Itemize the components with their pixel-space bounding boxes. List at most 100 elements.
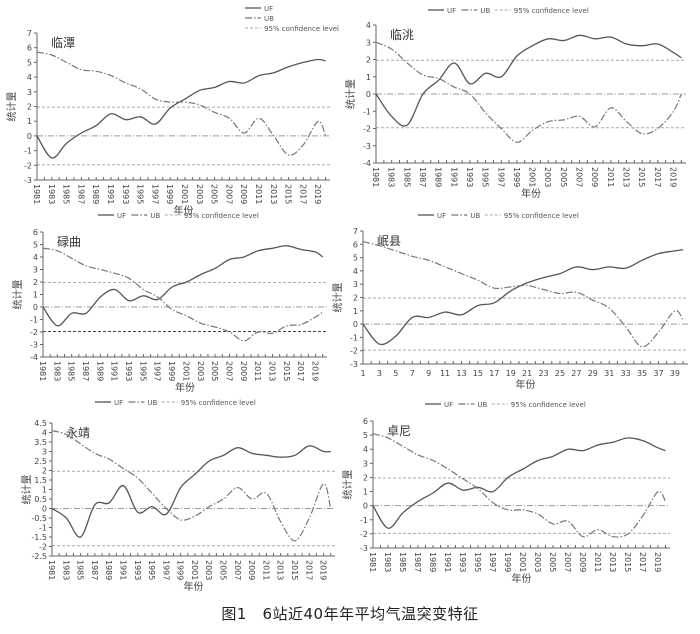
x-tick-label: 1995 bbox=[136, 184, 145, 204]
x-tick-label: 2005 bbox=[210, 361, 219, 381]
x-tick-label: 1983 bbox=[61, 560, 70, 580]
x-tick-label: 2013 bbox=[269, 184, 278, 204]
x-tick-label: 1995 bbox=[138, 361, 147, 381]
x-tick-label: 2013 bbox=[608, 552, 617, 572]
y-tick-label: 0 bbox=[353, 320, 358, 329]
x-tick-label: 1 bbox=[360, 369, 365, 378]
legend-label: UF bbox=[447, 7, 456, 15]
x-tick-label: 1989 bbox=[428, 552, 437, 572]
y-tick-label: -2.5 bbox=[31, 552, 47, 561]
x-tick-label: 2003 bbox=[543, 167, 552, 187]
y-tick-label: 6 bbox=[353, 240, 358, 249]
x-tick-label: 2017 bbox=[638, 552, 647, 572]
y-tick-label: -3 bbox=[30, 341, 38, 350]
y-tick-label: -1 bbox=[24, 147, 32, 156]
x-tick-label: 1991 bbox=[118, 560, 127, 580]
series-ub-line bbox=[362, 241, 684, 348]
y-tick-label: 1 bbox=[42, 486, 47, 495]
x-tick-label: 2009 bbox=[590, 167, 599, 187]
y-axis-label: 统计量 bbox=[20, 475, 33, 505]
y-tick-label: 2 bbox=[33, 278, 38, 287]
x-tick-label: 2003 bbox=[533, 552, 542, 572]
x-tick-label: 25 bbox=[555, 369, 565, 378]
y-tick-label: 0 bbox=[33, 303, 38, 312]
legend-label: 95% confidence level bbox=[264, 25, 339, 33]
y-axis-label: 统计量 bbox=[341, 470, 354, 500]
y-tick-label: -4 bbox=[363, 159, 371, 168]
x-tick-label: 1983 bbox=[52, 361, 61, 381]
legend-label: UB bbox=[150, 212, 160, 220]
x-tick-label: 1999 bbox=[165, 184, 174, 204]
x-tick-label: 1991 bbox=[106, 184, 115, 204]
legend: UF UB 95% confidence level bbox=[418, 212, 579, 220]
legend-label: 95% confidence level bbox=[514, 7, 589, 15]
x-axis-label: 年份 bbox=[516, 378, 536, 391]
x-tick-label: 2001 bbox=[190, 560, 199, 580]
x-tick-label: 2001 bbox=[181, 361, 190, 381]
x-tick-label: 1987 bbox=[81, 361, 90, 381]
x-tick-label: 1991 bbox=[110, 361, 119, 381]
y-tick-label: 5 bbox=[27, 58, 32, 67]
chart-panel-2: -4 -3 -2 -1 0 1 2 3 4 5 6 1981 1983 1985 1987 1989 1991 1… bbox=[11, 212, 327, 394]
y-axis-label: 统计量 bbox=[11, 280, 24, 310]
series-uf-line bbox=[36, 58, 326, 159]
y-tick-label: 2 bbox=[363, 473, 368, 482]
y-tick-label: -3 bbox=[350, 360, 358, 369]
series-uf-line bbox=[51, 445, 331, 538]
x-axis-label: 年份 bbox=[512, 572, 532, 585]
y-tick-label: -1 bbox=[363, 107, 371, 116]
x-tick-label: 2013 bbox=[622, 167, 631, 187]
y-tick-label: -2 bbox=[350, 347, 358, 356]
x-tick-label: 2005 bbox=[210, 184, 219, 204]
x-tick-label: 1987 bbox=[418, 167, 427, 187]
x-tick-label: 2013 bbox=[267, 361, 276, 381]
x-tick-label: 2019 bbox=[668, 167, 677, 187]
x-tick-label: 31 bbox=[604, 369, 614, 378]
x-tick-label: 2003 bbox=[195, 184, 204, 204]
x-tick-label: 1981 bbox=[32, 184, 41, 204]
x-tick-label: 1997 bbox=[153, 361, 162, 381]
legend-label: UF bbox=[114, 399, 123, 407]
y-tick-label: 5 bbox=[33, 241, 38, 250]
legend-label: 95% confidence level bbox=[504, 212, 579, 220]
y-tick-label: 4 bbox=[27, 73, 32, 82]
x-tick-label: 2007 bbox=[224, 184, 233, 204]
series-uf-line bbox=[42, 245, 324, 327]
legend: UF UB 95% confidence level bbox=[95, 399, 256, 407]
chart-panel-4: -2.5-2-1.5-1-0.500.511.522.533.544.5 1981… bbox=[20, 399, 335, 593]
y-tick-label: 6 bbox=[363, 417, 368, 426]
x-tick-label: 11 bbox=[440, 369, 450, 378]
y-tick-label: 0 bbox=[27, 132, 32, 141]
y-tick-label: 5 bbox=[353, 254, 358, 263]
x-tick-label: 1987 bbox=[90, 560, 99, 580]
legend: UF UB 95% confidence level bbox=[245, 5, 339, 33]
legend: UF UB 95% confidence level bbox=[98, 212, 259, 220]
x-tick-label: 2019 bbox=[311, 361, 320, 381]
y-tick-label: -1 bbox=[350, 333, 358, 342]
series-uf-line bbox=[362, 248, 684, 346]
legend: UF UB 95% confidence level bbox=[425, 401, 586, 409]
station-title: 碌曲 bbox=[57, 235, 81, 249]
x-tick-label: 23 bbox=[538, 369, 548, 378]
y-tick-label: 4 bbox=[363, 445, 368, 454]
y-tick-label: 3 bbox=[363, 459, 368, 468]
x-tick-label: 1997 bbox=[488, 552, 497, 572]
x-tick-label: 2003 bbox=[204, 560, 213, 580]
x-tick-label: 1995 bbox=[481, 167, 490, 187]
y-tick-label: 1 bbox=[27, 117, 32, 126]
x-tick-label: 1983 bbox=[387, 167, 396, 187]
x-tick-label: 1999 bbox=[512, 167, 521, 187]
y-tick-label: -4 bbox=[30, 353, 38, 362]
x-axis-label: 年份 bbox=[174, 204, 194, 217]
x-tick-label: 2005 bbox=[548, 552, 557, 572]
y-tick-label: 0 bbox=[42, 505, 47, 514]
x-tick-label: 2005 bbox=[559, 167, 568, 187]
chart-panel-1: -4 -3 -2 -1 0 1 2 3 4 1981 1983 1985 1987 1989 1991 199… bbox=[344, 7, 686, 200]
y-tick-label: -1 bbox=[30, 316, 38, 325]
y-axis-label: 统计量 bbox=[5, 92, 18, 122]
x-tick-label: 2011 bbox=[593, 552, 602, 572]
x-tick-label: 1989 bbox=[95, 361, 104, 381]
x-tick-label: 2009 bbox=[239, 361, 248, 381]
